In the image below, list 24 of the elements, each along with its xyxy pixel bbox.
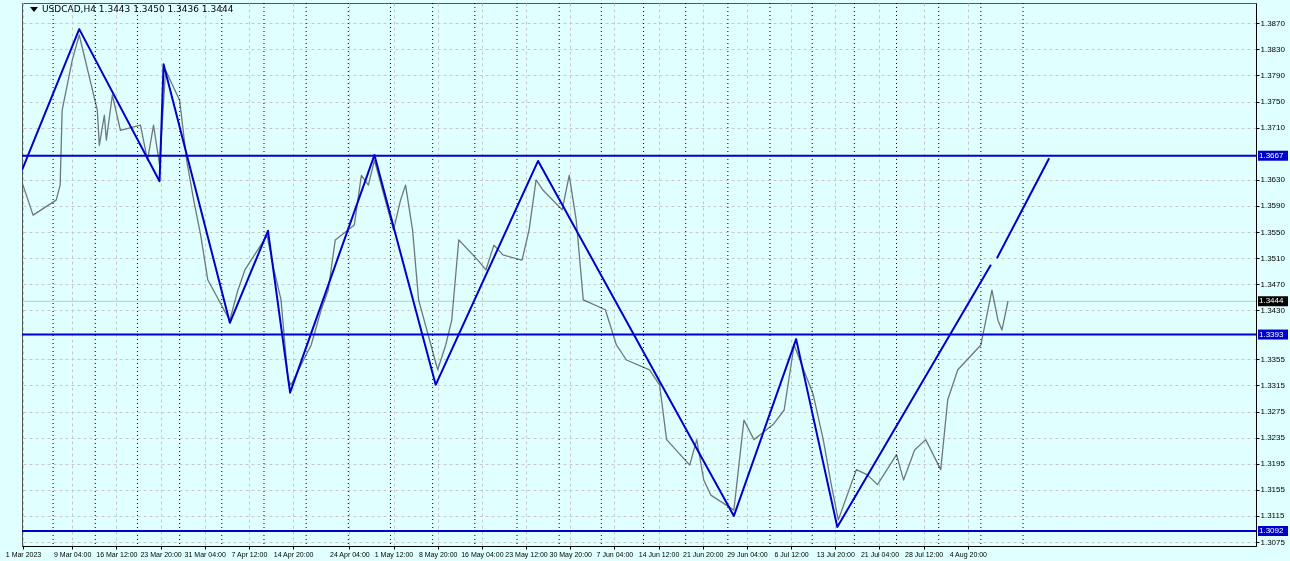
- y-tick-label: 1.3235: [1260, 433, 1286, 443]
- y-tick-label: 1.3590: [1260, 201, 1286, 211]
- y-tick-label: 1.3155: [1260, 485, 1286, 495]
- chart-title: USDCAD,H4 1.3443 1.3450 1.3436 1.3444: [42, 4, 234, 14]
- y-tick-label: 1.3630: [1260, 175, 1286, 185]
- y-tick-label: 1.3870: [1260, 18, 1286, 28]
- y-tick-label: 1.3750: [1260, 97, 1286, 107]
- y-tick-label: 1.3710: [1260, 123, 1286, 133]
- y-tick-label: 1.3075: [1260, 537, 1286, 547]
- y-tick-label: 1.3315: [1260, 380, 1286, 390]
- y-tick-label: 1.3550: [1260, 227, 1286, 237]
- y-tick-label: 1.3470: [1260, 279, 1286, 289]
- ref-line-label: 1.3092: [1259, 525, 1285, 535]
- y-tick-label: 1.3430: [1260, 305, 1286, 315]
- ref-line-label: 1.3393: [1259, 329, 1285, 339]
- y-tick-label: 1.3510: [1260, 253, 1286, 263]
- y-tick-label: 1.3195: [1260, 459, 1286, 469]
- y-tick-label: 1.3355: [1260, 354, 1286, 364]
- y-tick-label: 1.3790: [1260, 70, 1286, 80]
- ref-line-label: 1.3444: [1259, 296, 1285, 306]
- y-tick-label: 1.3115: [1260, 511, 1285, 521]
- y-tick-label: 1.3275: [1260, 407, 1286, 417]
- ref-line-label: 1.3667: [1259, 150, 1285, 160]
- y-tick-label: 1.3830: [1260, 44, 1286, 54]
